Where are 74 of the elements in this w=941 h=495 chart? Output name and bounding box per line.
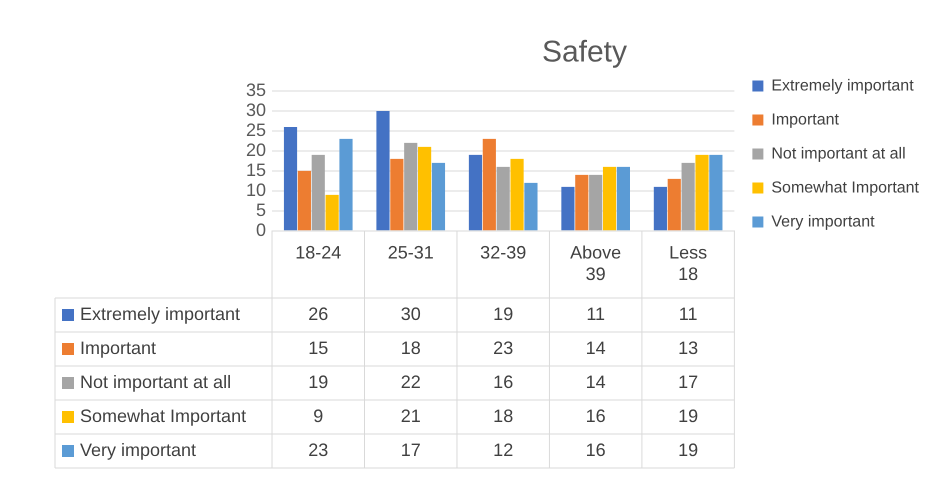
data-label: 17 — [678, 372, 698, 392]
data-label: 26 — [308, 304, 328, 324]
x-tick-label: 25-31 — [388, 242, 434, 263]
data-label: 30 — [400, 304, 421, 324]
data-label: 16 — [493, 372, 514, 392]
data-label: 21 — [400, 406, 421, 426]
bar — [575, 174, 588, 230]
bar — [602, 166, 616, 230]
legend-label: Very important — [771, 213, 876, 230]
bar — [589, 174, 602, 230]
bar — [709, 154, 722, 230]
bar — [404, 142, 418, 230]
legend-label: Somewhat Important — [771, 179, 920, 196]
x-tick-label: 18-24 — [295, 242, 342, 263]
bar — [654, 186, 667, 230]
text: Important — [80, 338, 156, 358]
y-tick-label: 30 — [246, 100, 266, 120]
data-label: 11 — [586, 304, 606, 324]
bar — [561, 186, 575, 230]
text: Very important — [80, 440, 196, 460]
data-label: 11 — [678, 304, 698, 324]
bar — [668, 178, 681, 230]
bar — [312, 154, 325, 230]
x-tick-label: Above 39 — [570, 242, 622, 284]
x-tick-label: 32-39 — [480, 242, 526, 263]
bar — [695, 154, 709, 230]
data-label: 15 — [308, 338, 328, 358]
y-tick-label: 35 — [246, 80, 266, 100]
bar — [284, 126, 298, 230]
bar — [376, 110, 390, 230]
data-label: 14 — [586, 372, 606, 392]
bar — [339, 138, 353, 230]
data-label: 19 — [493, 304, 514, 324]
y-tick-label: 20 — [246, 140, 266, 160]
legend-label: Not important at all — [771, 145, 906, 162]
y-tick-label: 5 — [256, 200, 266, 220]
bar — [390, 158, 404, 230]
data-label: 17 — [400, 440, 421, 460]
data-label: 19 — [308, 372, 328, 392]
bar — [468, 154, 482, 230]
data-label: 9 — [313, 406, 324, 426]
bar — [482, 138, 496, 230]
data-label: 16 — [586, 406, 606, 426]
bar — [326, 194, 339, 230]
legend-label: Important — [771, 111, 840, 128]
bar — [510, 158, 524, 230]
data-label: 13 — [678, 338, 698, 358]
data-label: 19 — [678, 406, 698, 426]
data-label: 19 — [678, 440, 698, 460]
data-label: 18 — [493, 406, 514, 426]
legend-label: Extremely important — [80, 304, 240, 324]
data-label: 23 — [493, 338, 514, 358]
y-tick-label: 15 — [246, 160, 266, 180]
x-tick-label: Less 18 — [669, 242, 708, 284]
data-label: 18 — [400, 338, 421, 358]
bar — [682, 162, 695, 230]
text: Extremely important — [771, 77, 914, 94]
bar — [298, 170, 311, 230]
bar — [496, 166, 510, 230]
text: Not important at all — [80, 372, 232, 392]
y-tick-label: 25 — [246, 120, 266, 140]
data-label: 12 — [493, 440, 514, 460]
data-label: 14 — [586, 338, 606, 358]
y-tick-label: 10 — [246, 180, 266, 200]
chart-title: Safety — [542, 35, 628, 68]
bar — [524, 182, 538, 230]
bar — [432, 162, 446, 230]
bar — [418, 146, 432, 230]
data-label: 23 — [308, 440, 328, 460]
y-tick-label: 0 — [256, 220, 266, 240]
bar — [616, 166, 630, 230]
data-label: 16 — [586, 440, 606, 460]
text: Somewhat Important — [80, 406, 246, 426]
data-label: 22 — [400, 372, 421, 392]
